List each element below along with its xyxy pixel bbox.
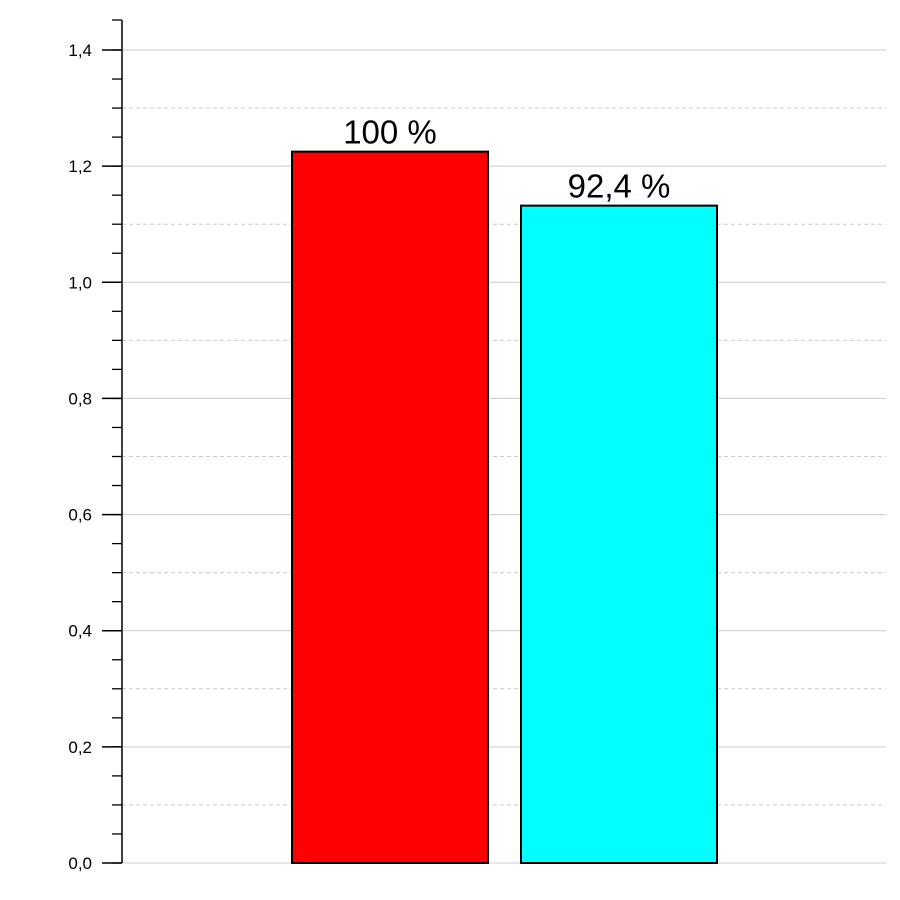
- y-tick-label: 1,4: [68, 41, 92, 60]
- bar-1: [291, 150, 489, 864]
- y-tick-label: 0,8: [68, 389, 92, 408]
- y-tick-label: 1,0: [68, 273, 92, 292]
- bar-2: [520, 204, 718, 865]
- y-tick-label: 0,2: [68, 738, 92, 757]
- y-tick-label: 0,6: [68, 506, 92, 525]
- data-labels: 100 % 92,4 %: [343, 114, 670, 205]
- y-tick-label: 0,4: [68, 622, 92, 641]
- bars: [291, 150, 718, 865]
- data-label-2: 92,4 %: [568, 168, 671, 205]
- y-tick-label: 0,0: [68, 854, 92, 873]
- gridlines: [122, 49, 886, 864]
- y-tick-label: 1,2: [68, 157, 92, 176]
- y-axis: 0,0 0,2 0,4 0,6 0,8 1,0 1,2 1,4: [68, 19, 123, 873]
- data-label-1: 100 %: [343, 114, 437, 151]
